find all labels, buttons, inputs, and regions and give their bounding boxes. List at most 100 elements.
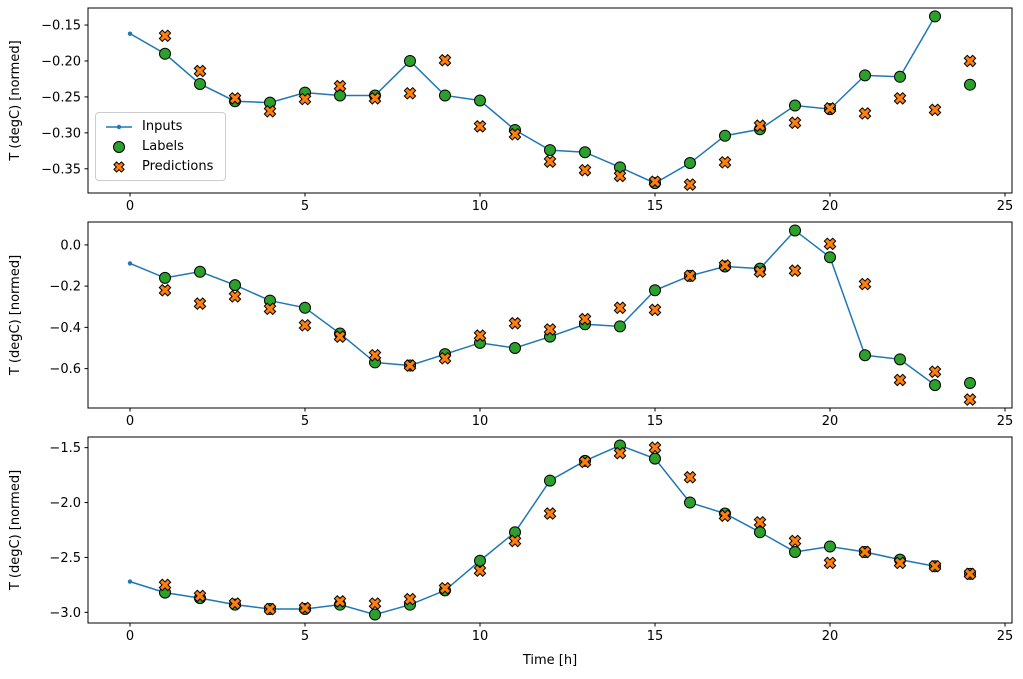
label-marker (159, 47, 171, 60)
label-marker (894, 70, 906, 83)
subplot-1-series (127, 224, 977, 406)
prediction-marker (368, 597, 382, 610)
label-marker (334, 89, 346, 102)
legend-dot-sample (116, 124, 122, 129)
prediction-marker (193, 297, 207, 311)
prediction-marker (578, 312, 592, 326)
legend-label-predictions: Predictions (142, 159, 214, 174)
prediction-marker (718, 509, 732, 523)
prediction-marker (508, 316, 522, 330)
x-tick-label: 10 (472, 199, 489, 214)
prediction-marker (263, 302, 277, 316)
prediction-marker (928, 365, 942, 379)
label-marker (439, 89, 451, 102)
prediction-marker (438, 351, 452, 365)
prediction-marker (543, 507, 557, 520)
prediction-marker (193, 589, 207, 603)
label-marker (789, 99, 801, 112)
x-tick-label: 15 (647, 199, 664, 214)
prediction-marker (753, 119, 767, 133)
prediction-marker (928, 103, 942, 117)
prediction-marker (613, 301, 627, 315)
prediction-marker (788, 534, 802, 548)
prediction-marker (963, 393, 977, 406)
prediction-marker (648, 175, 662, 189)
y-tick-label: −2.0 (49, 496, 81, 511)
legend-item-labels: Labels (104, 139, 213, 154)
prediction-marker (403, 592, 417, 606)
inputs-point (127, 31, 133, 36)
label-marker (859, 349, 871, 362)
label-marker (754, 526, 766, 539)
prediction-marker (403, 86, 417, 100)
prediction-marker (298, 601, 312, 615)
prediction-marker (963, 567, 977, 581)
prediction-marker (928, 559, 942, 573)
label-marker (299, 301, 311, 314)
subplot-0-frame (87, 7, 1013, 194)
label-marker (159, 271, 171, 284)
prediction-marker (683, 470, 697, 484)
legend-circle-sample (113, 140, 125, 153)
prediction-marker (613, 169, 627, 183)
legend-item-inputs: Inputs (104, 119, 213, 134)
legend-label-inputs: Inputs (142, 119, 183, 134)
x-tick-label: 15 (647, 414, 664, 429)
label-marker (474, 554, 486, 567)
prediction-marker (893, 373, 907, 387)
label-marker (684, 496, 696, 509)
prediction-marker (403, 359, 417, 372)
prediction-marker (508, 534, 522, 548)
label-marker (649, 284, 661, 297)
prediction-marker (823, 237, 837, 251)
prediction-marker (753, 265, 767, 279)
y-tick-label: −0.15 (41, 19, 81, 34)
labels-circle-icon (113, 140, 125, 153)
label-marker (544, 474, 556, 487)
prediction-marker (858, 545, 872, 559)
y-tick-label: −2.5 (49, 551, 81, 566)
label-marker (544, 144, 556, 157)
prediction-marker (263, 602, 277, 616)
x-tick-label: 10 (472, 629, 489, 644)
prediction-marker (263, 104, 277, 118)
label-marker (194, 77, 206, 90)
y-tick-label: −0.20 (41, 54, 81, 69)
prediction-marker (368, 348, 382, 362)
label-marker (684, 157, 696, 170)
x-tick-label: 25 (997, 199, 1014, 214)
prediction-marker (893, 91, 907, 105)
y-tick-label: −0.2 (49, 280, 81, 295)
prediction-marker (963, 54, 977, 68)
inputs-point (127, 261, 133, 266)
prediction-marker (193, 64, 207, 78)
label-marker (824, 251, 836, 264)
label-marker (474, 94, 486, 107)
x-tick-label: 5 (301, 414, 309, 429)
x-tick-label: 5 (301, 199, 309, 214)
label-marker (719, 129, 731, 142)
prediction-marker (543, 323, 557, 336)
inputs-line (129, 229, 936, 386)
prediction-marker (508, 127, 522, 141)
x-tick-label: 20 (822, 629, 839, 644)
prediction-marker (648, 303, 662, 317)
prediction-marker (158, 29, 172, 43)
subplot-1-frame (87, 221, 1013, 409)
prediction-marker (298, 92, 312, 106)
prediction-marker (718, 259, 732, 272)
prediction-marker (788, 264, 802, 278)
prediction-marker (473, 120, 487, 133)
prediction-marker (823, 556, 837, 570)
prediction-marker (438, 581, 452, 595)
prediction-marker (473, 329, 487, 342)
label-marker (614, 320, 626, 333)
inputs-line (129, 444, 936, 616)
subplot-2-frame (87, 436, 1013, 624)
prediction-marker (438, 53, 452, 67)
legend: Inputs Labels Predictions (95, 112, 227, 181)
prediction-marker (683, 269, 697, 283)
prediction-marker (543, 155, 557, 168)
